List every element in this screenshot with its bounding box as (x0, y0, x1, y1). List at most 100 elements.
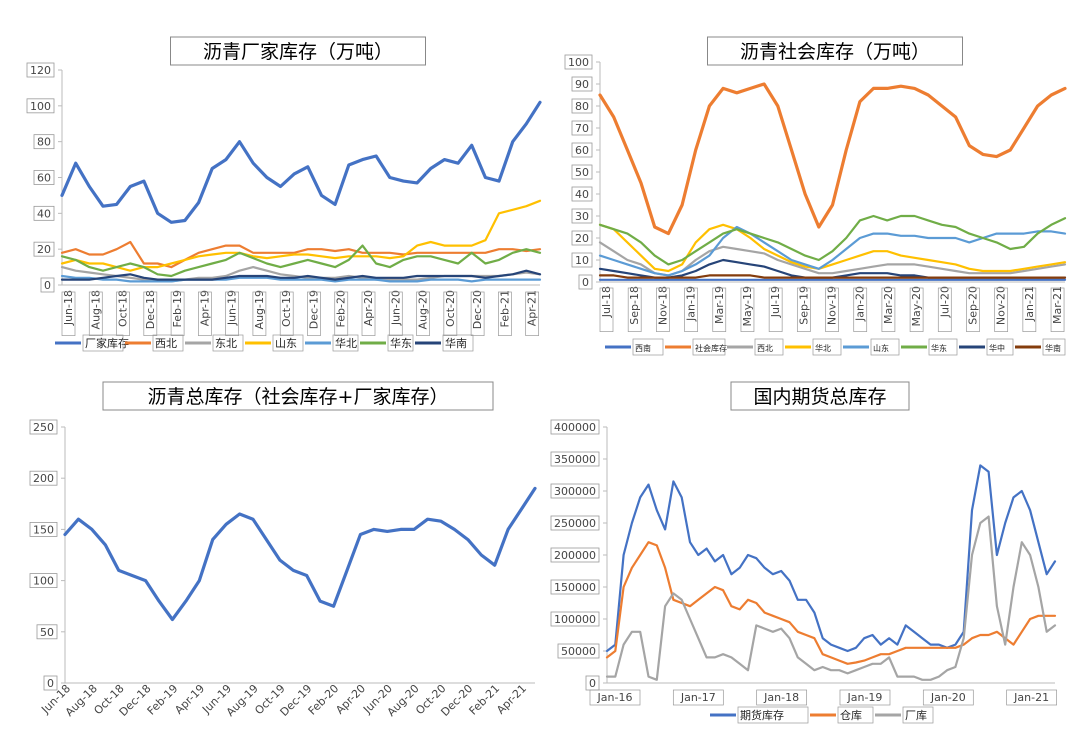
legend-box (82, 334, 124, 352)
y-tick-label: 120 (30, 64, 51, 77)
x-tick-label: Jan-18 (763, 691, 799, 704)
y-tick-box (550, 483, 600, 499)
x-tick-label: Feb-20 (306, 682, 342, 718)
x-tick-label: Feb-21 (467, 682, 503, 718)
x-tick-label: Apr-20 (333, 682, 368, 717)
x-tick-label: Sep-20 (966, 286, 979, 325)
legend-box (1042, 338, 1066, 356)
y-tick-box (557, 643, 600, 659)
y-tick-box (43, 675, 58, 691)
x-tick-box (599, 287, 614, 332)
chart-title: 国内期货总库存 (753, 386, 886, 408)
x-tick-box (225, 291, 239, 336)
x-tick-box (361, 291, 376, 336)
x-tick-box (198, 291, 212, 336)
x-tick-label: Apr-21 (526, 290, 539, 326)
legend-label: 华北 (815, 343, 831, 353)
x-tick-box (334, 291, 349, 336)
y-tick-label: 80 (575, 100, 589, 113)
y-tick-label: 100 (568, 56, 589, 69)
series-line-3 (60, 199, 542, 272)
y-tick-label: 300000 (554, 485, 596, 498)
x-tick-box (143, 291, 158, 336)
y-tick-label: 150000 (554, 581, 596, 594)
legend-box (812, 338, 842, 356)
series-line-0 (60, 100, 542, 224)
x-tick-label: Apr-19 (198, 290, 211, 326)
chart-title: 沥青社会库存（万吨） (740, 41, 930, 63)
legend-label: 华南 (445, 336, 467, 350)
series-line-3 (598, 223, 1067, 273)
x-tick-box (470, 291, 485, 336)
x-tick-box (881, 287, 896, 332)
chart-title-box (170, 36, 426, 66)
x-tick-label: Jul-18 (600, 286, 613, 318)
x-tick-box (796, 287, 811, 332)
x-tick-label: Jun-18 (62, 290, 75, 326)
x-tick-box (88, 291, 103, 336)
y-tick-box (26, 62, 55, 78)
y-tick-label: 100 (33, 575, 54, 588)
series-line-2 (605, 515, 1057, 681)
legend-box (442, 334, 474, 352)
factory-inventory-svg: 沥青厂家库存（万吨） 0 20 40 60 80 100 120 Jun-18 Aug-18 Oct… (26, 36, 542, 352)
x-tick-label: Feb-21 (498, 290, 511, 327)
y-tick-box (571, 98, 593, 114)
futures-inventory-svg: 国内期货总库存 0 50000 100000 150000 200000 250000 300… (550, 381, 1057, 724)
x-tick-label: Oct-19 (280, 290, 293, 327)
x-tick-box (656, 287, 670, 332)
y-tick-box (36, 624, 58, 640)
x-tick-box (416, 291, 430, 336)
x-tick-box (1050, 287, 1065, 332)
y-tick-label: 60 (37, 172, 51, 185)
y-tick-label: 50 (40, 626, 54, 639)
chart-factory-inventory: 沥青厂家库存（万吨） 0 20 40 60 80 100 120 Jun-18 Aug-18 Oct… (0, 30, 545, 360)
x-tick-box (909, 287, 924, 332)
legend-box (152, 334, 184, 352)
x-tick-label: Apr-19 (172, 682, 207, 717)
y-tick-box (571, 142, 593, 158)
x-tick-box (307, 291, 321, 336)
legend-label: 华北 (335, 336, 357, 350)
y-tick-box (550, 547, 600, 563)
x-tick-box (966, 287, 980, 332)
y-tick-label: 100000 (554, 613, 596, 626)
x-tick-label: Aug-18 (89, 290, 102, 329)
y-tick-label: 50 (575, 166, 589, 179)
x-tick-box (712, 287, 727, 332)
legend-box (272, 334, 304, 352)
x-tick-label: Jan-17 (680, 691, 716, 704)
legend-box (332, 334, 359, 352)
legend-box (870, 338, 900, 356)
x-tick-label: Sep-18 (628, 286, 641, 325)
x-tick-box (61, 291, 76, 336)
legend-label: 山东 (275, 337, 297, 350)
legend-label: 期货库存 (740, 708, 784, 722)
y-tick-label: 200 (33, 472, 54, 485)
y-tick-label: 90 (575, 78, 589, 91)
legend-box (928, 338, 958, 356)
social-inventory-svg: 沥青社会库存（万吨） 0 10 20 30 40 50 60 70 80 90 100 Jul-18 Se… (564, 36, 1067, 356)
series-line-5 (598, 214, 1067, 266)
x-tick-label: Oct-20 (444, 290, 457, 327)
x-tick-box (684, 287, 698, 332)
x-tick-box (589, 689, 641, 706)
y-tick-box (26, 98, 55, 114)
y-tick-label: 40 (37, 207, 51, 220)
x-tick-label: Jan-21 (1023, 286, 1036, 322)
x-tick-label: Dec-18 (144, 290, 157, 329)
y-tick-label: 20 (37, 243, 51, 256)
x-tick-box (839, 689, 891, 706)
x-tick-label: Sep-19 (797, 286, 810, 325)
y-tick-label: 200000 (554, 549, 596, 562)
y-tick-label: 20 (575, 232, 589, 245)
x-tick-label: Jan-19 (847, 691, 883, 704)
x-tick-box (1006, 689, 1057, 706)
y-tick-box (571, 164, 593, 180)
legend-label: 华东 (390, 336, 412, 350)
x-tick-label: Jul-20 (938, 286, 951, 318)
x-tick-box (740, 287, 755, 332)
y-tick-box (571, 76, 593, 92)
x-tick-label: Feb-19 (145, 682, 181, 718)
chart-title-box (102, 381, 494, 411)
